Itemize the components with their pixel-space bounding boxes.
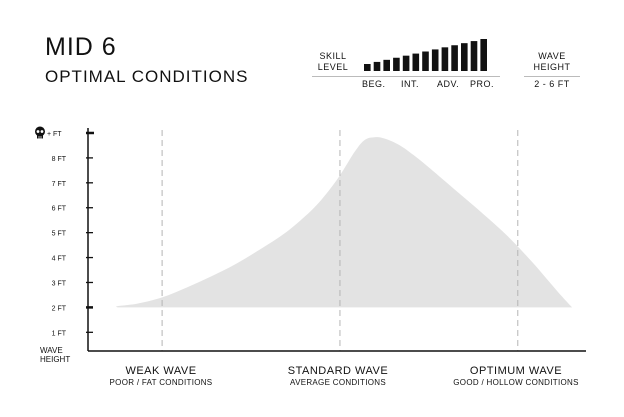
- y-axis-label-line2: HEIGHT: [40, 355, 71, 364]
- wave-height-value: 2 - 6 FT: [534, 79, 570, 89]
- category-sub-optimum: GOOD / HOLLOW CONDITIONS: [453, 378, 579, 387]
- category-label-optimum: OPTIMUM WAVE: [469, 365, 563, 377]
- y-tick-label: 8 FT: [52, 156, 67, 163]
- y-axis-label: WAVE HEIGHT: [40, 346, 70, 364]
- y-tick-label: 3 FT: [52, 280, 67, 287]
- y-tick-label: 7 FT: [52, 181, 67, 188]
- skill-level-label: SKILL LEVEL: [310, 51, 356, 73]
- chart-subtitle: OPTIMAL CONDITIONS: [45, 67, 249, 86]
- skill-level-label-line1: SKILL: [319, 51, 347, 61]
- y-tick-label: 5 FT: [52, 231, 67, 238]
- y-tick-label: 2 FT: [52, 305, 67, 312]
- y-tick-label: 1 FT: [52, 330, 67, 337]
- skill-level-rule: [312, 76, 500, 77]
- skull-icon: [35, 126, 45, 139]
- y-tick-label: 6 FT: [52, 206, 67, 213]
- category-sub-weak: POOR / FAT CONDITIONS: [109, 378, 213, 387]
- category-label-standard: STANDARD WAVE: [287, 365, 389, 377]
- y-axis-label-line1: WAVE: [40, 346, 63, 355]
- y-tick-label: + FT: [47, 131, 62, 138]
- product-title: MID 6: [45, 33, 117, 61]
- wave-height-label-line1: WAVE: [538, 51, 566, 61]
- wave-height-label: WAVE HEIGHT: [522, 51, 582, 73]
- category-sub-standard: AVERAGE CONDITIONS: [290, 378, 386, 387]
- skill-tick-pro: PRO.: [470, 79, 495, 89]
- wave-height-label-line2: HEIGHT: [533, 62, 571, 72]
- skill-tick-beginner: BEG.: [362, 79, 386, 89]
- wave-height-rule: [524, 76, 580, 77]
- skill-tick-intermediate: INT.: [401, 79, 420, 89]
- y-tick-label: 4 FT: [52, 256, 67, 263]
- wave-area: [116, 137, 573, 308]
- skill-tick-advanced: ADV.: [437, 79, 460, 89]
- category-label-weak: WEAK WAVE: [125, 365, 197, 377]
- skill-level-label-line2: LEVEL: [317, 62, 349, 72]
